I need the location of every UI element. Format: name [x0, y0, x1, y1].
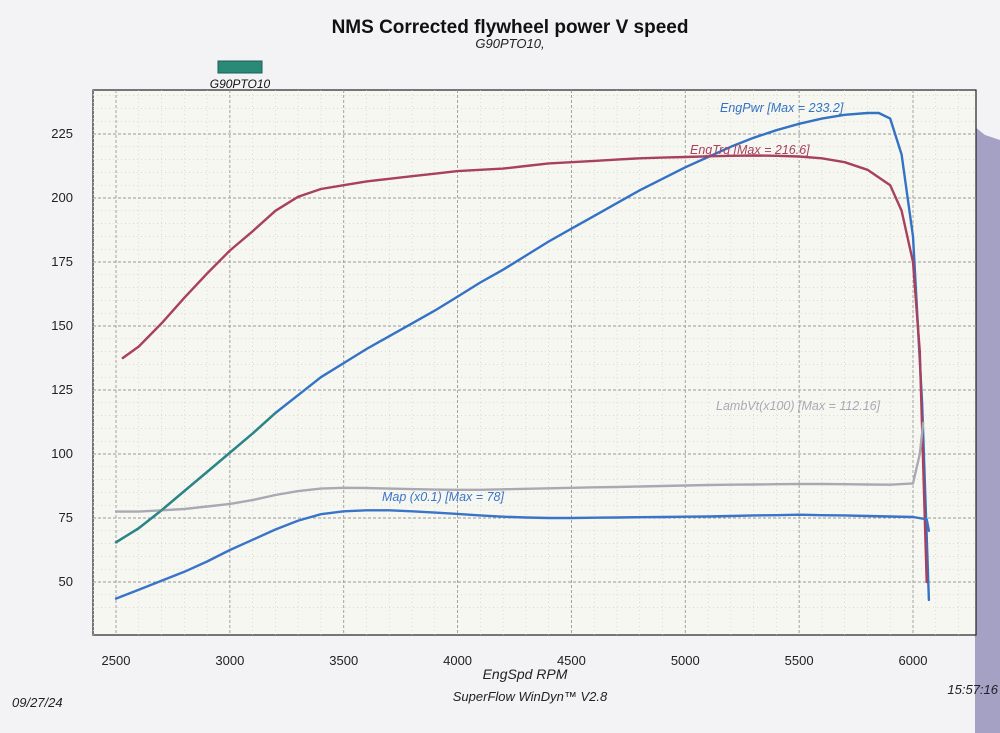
series-line-engtrq	[121, 154, 928, 584]
y-tick-label: 225	[51, 126, 73, 141]
label-map: Map (x0.1) [Max = 78]	[382, 490, 504, 504]
label-engpwr: EngPwr [Max = 233.2]	[720, 101, 844, 115]
y-tick-label: 125	[51, 382, 73, 397]
x-tick-label: 2500	[102, 653, 131, 668]
legend-swatch	[217, 60, 263, 74]
label-lambvt: LambVt(x100) [Max = 112.16]	[716, 399, 881, 413]
major-grid	[93, 90, 976, 635]
y-tick-label: 100	[51, 446, 73, 461]
y-tick-label: 175	[51, 254, 73, 269]
series-lines	[114, 111, 931, 602]
y-tick-label: 75	[59, 510, 73, 525]
y-tick-label: 150	[51, 318, 73, 333]
x-tick-label: 6000	[899, 653, 928, 668]
y-tick-labels: 50 75 100 125 150 175 200 225	[51, 126, 73, 589]
x-axis-label: EngSpd RPM	[483, 666, 568, 682]
x-tick-label: 5000	[671, 653, 700, 668]
chart-title: NMS Corrected flywheel power V speed	[332, 17, 689, 38]
series-line-map	[114, 509, 931, 600]
series-line-lambvt-x100	[114, 421, 925, 513]
x-tick-label: 3000	[215, 653, 244, 668]
x-tick-label: 5500	[785, 653, 814, 668]
x-tick-label: 4000	[443, 653, 472, 668]
x-tick-labels: 2500 3000 3500 4000 4500 5000 5500 6000	[102, 653, 928, 668]
legend-label: G90PTO10	[210, 77, 271, 91]
footer-time: 15:57:16	[947, 682, 998, 697]
footer-software: SuperFlow WinDyn™ V2.8	[453, 689, 608, 704]
minor-grid	[92, 90, 976, 635]
y-tick-label: 50	[59, 574, 73, 589]
label-engtrq: EngTrq [Max = 216.6]	[690, 143, 810, 157]
x-tick-label: 3500	[329, 653, 358, 668]
y-tick-label: 200	[51, 190, 73, 205]
footer-date: 09/27/24	[12, 695, 63, 710]
x-tick-label: 4500	[557, 653, 586, 668]
series-line-engpwr-low-segment	[114, 411, 277, 544]
chart-subtitle: G90PTO10,	[475, 36, 544, 51]
